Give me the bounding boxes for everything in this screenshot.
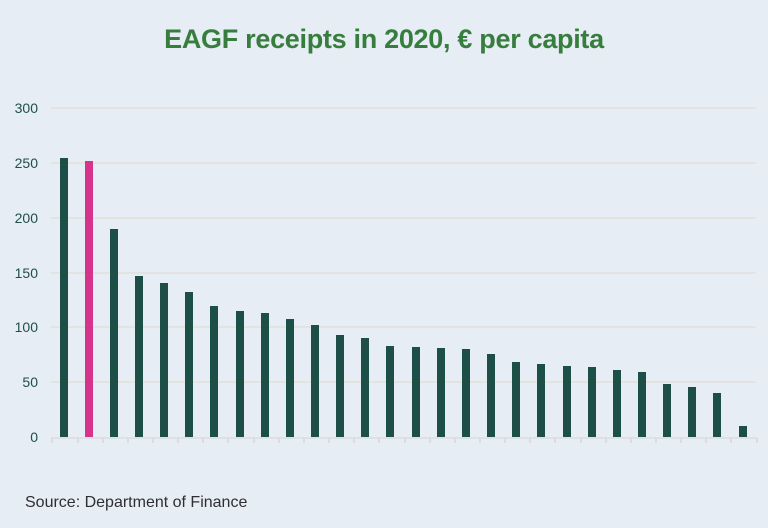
x-axis-tick [529,438,532,443]
bar [663,384,672,437]
x-axis-tick [478,438,481,443]
x-axis-tick [755,438,758,443]
y-axis-tick-label: 250 [14,154,38,171]
y-axis-tick-label: 300 [14,100,38,116]
y-axis-tick-label: 100 [14,319,38,336]
bar [185,292,194,437]
bar [487,353,496,437]
x-axis-tick [655,438,657,443]
bar [512,362,521,437]
bar [260,313,269,437]
bar [361,338,370,437]
bar [210,306,219,437]
x-axis-tick [101,438,104,443]
bar [285,318,294,437]
x-axis-tick [202,438,205,443]
y-axis-tick-label: 0 [30,429,38,445]
bar [688,386,697,437]
x-axis-tick [579,438,582,443]
x-axis-tick [680,438,683,443]
gridline [51,216,756,219]
x-axis-tick [328,438,331,443]
x-axis-tick [227,438,230,443]
bar [134,275,143,437]
bar [109,228,118,437]
y-axis-tick-label: 200 [14,209,38,226]
bar [713,393,722,437]
x-axis-tick [629,438,632,443]
x-axis-tick [126,438,129,443]
chart-title: EAGF receipts in 2020, € per capita [164,24,604,54]
x-axis-tick [705,438,708,443]
bar [461,349,470,437]
bar [612,370,621,437]
gridline [51,271,756,274]
x-axis-tick [177,438,180,443]
x-axis-tick [152,438,154,443]
x-axis-tick [453,438,456,443]
x-axis-tick [604,438,607,443]
x-axis-tick [76,438,79,443]
gridline [51,326,756,329]
x-axis-tick [428,438,431,443]
x-axis-tick [403,438,406,443]
bar [235,310,244,437]
bar [537,363,546,437]
bar [738,426,747,437]
bar [311,325,319,437]
x-axis-tick [277,438,280,443]
source-caption: Source: Department of Finance [25,494,248,511]
y-axis-tick-label: 50 [22,374,38,391]
x-axis-tick [353,438,356,443]
gridline [51,107,756,109]
bar [336,335,345,437]
bar [562,365,571,437]
bar [59,158,68,437]
x-axis-tick [504,438,507,443]
bar-highlighted [84,160,93,437]
bar [436,348,445,437]
bar [386,345,395,437]
x-axis-tick [51,438,54,443]
x-axis-tick [554,438,557,443]
x-axis-tick [730,438,733,443]
x-axis-tick [378,438,381,443]
gridline [51,161,756,164]
y-axis-tick-label: 150 [14,264,38,281]
x-axis-tick [252,438,255,443]
x-axis-tick [302,438,305,443]
bar [411,347,420,437]
bar [160,283,169,437]
gridline [51,381,756,384]
bar [637,372,646,437]
bar [587,366,596,437]
